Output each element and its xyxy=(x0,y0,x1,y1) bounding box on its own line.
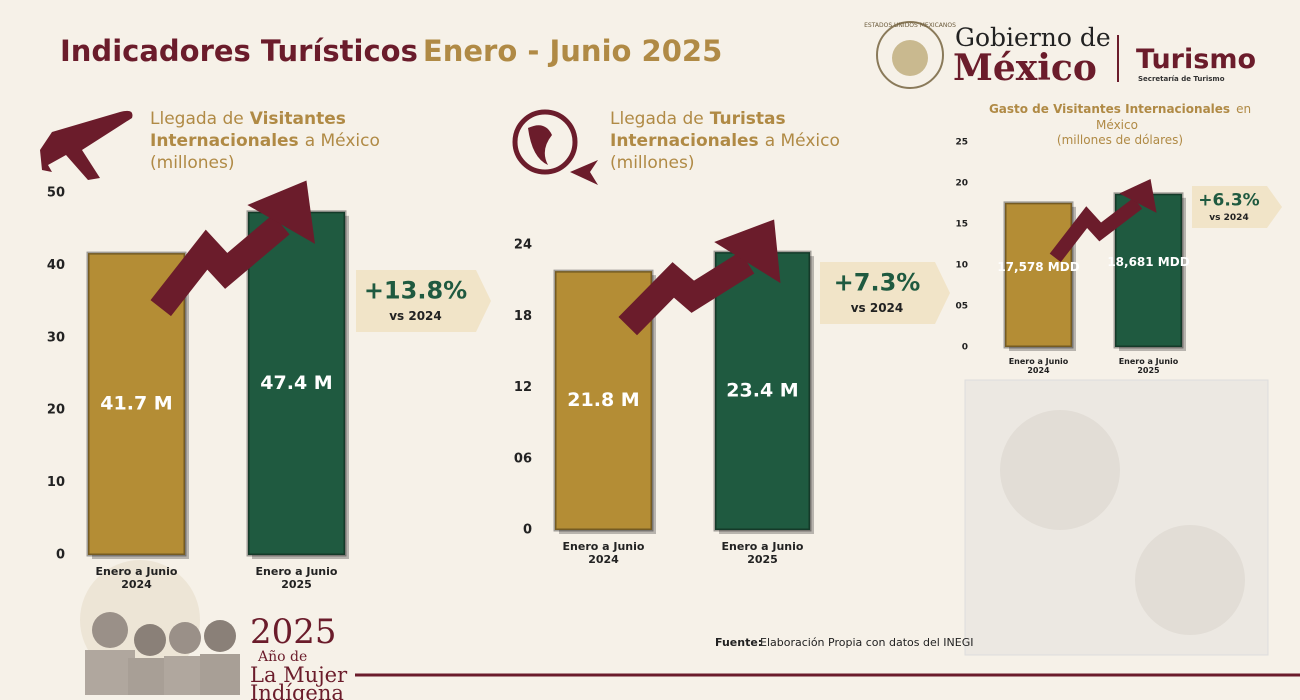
title-main: Indicadores Turísticos xyxy=(60,34,418,68)
change-note: vs 2024 xyxy=(851,301,904,315)
pattern-decor xyxy=(1135,525,1245,635)
y-tick-label: 20 xyxy=(47,403,65,418)
bar xyxy=(713,250,812,532)
footer-line1: Año de xyxy=(257,649,307,665)
y-tick-label: 25 xyxy=(955,138,968,148)
change-value: +13.8% xyxy=(364,277,467,305)
y-tick-label: 10 xyxy=(47,475,65,490)
trend-arrow xyxy=(150,214,290,317)
y-tick-label: 0 xyxy=(523,523,532,538)
women-illustration xyxy=(85,612,240,695)
chart-title-part: Turistas Internacionales xyxy=(610,109,786,152)
logo-agency-sub: Secretaría de Turismo xyxy=(1138,75,1225,83)
y-tick-label: 30 xyxy=(47,330,65,345)
chart-title: Gasto de Visitantes Internacionales en Mé… xyxy=(965,102,1275,149)
value-label: 18,681 MDD xyxy=(1107,255,1189,269)
source-text: Elaboración Propia con datos del INEGI xyxy=(760,636,974,649)
source-label: Fuente: xyxy=(715,636,762,649)
y-tick-label: 12 xyxy=(514,380,532,395)
trend-arrow-head xyxy=(714,219,781,284)
logo-line2: México xyxy=(953,47,1097,89)
y-tick-label: 24 xyxy=(514,238,532,253)
page-title: Indicadores Turísticos Enero - Junio 202… xyxy=(60,34,722,69)
value-label: 21.8 M xyxy=(567,389,639,411)
x-tick-label: Enero a Junio 2025 xyxy=(721,540,804,566)
pattern-decor xyxy=(1000,410,1120,530)
y-tick-label: 50 xyxy=(47,186,65,201)
footer-line2: La Mujer xyxy=(250,663,348,687)
chart-title-part: en México xyxy=(1096,102,1252,132)
x-tick-label: Enero a Junio 2025 xyxy=(255,565,338,591)
y-tick-label: 10 xyxy=(955,261,968,271)
bar xyxy=(1003,201,1074,349)
chart-title-part: Gasto de Visitantes Internacionales xyxy=(988,102,1231,116)
globe-land xyxy=(528,125,552,165)
chart-title-part: Llegada de xyxy=(150,109,244,129)
globe-plane xyxy=(570,160,598,185)
x-tick-label: Enero a Junio 2024 xyxy=(1008,357,1069,375)
y-tick-label: 40 xyxy=(47,258,65,273)
y-tick-label: 20 xyxy=(955,179,968,189)
title-period: Enero - Junio 2025 xyxy=(422,34,723,68)
trend-arrow xyxy=(618,251,755,336)
chart-unit: (millones) xyxy=(610,153,695,174)
change-badge xyxy=(356,270,491,332)
chart-title-part: a México xyxy=(304,131,380,152)
chart-title-part: Llegada de xyxy=(610,109,704,129)
plane-icon xyxy=(40,110,133,180)
logo-agency: Turismo xyxy=(1136,44,1256,75)
x-tick-label: Enero a Junio 2024 xyxy=(562,540,645,566)
value-label: 41.7 M xyxy=(100,393,172,415)
value-label: 47.4 M xyxy=(260,372,332,394)
y-tick-label: 18 xyxy=(514,309,532,324)
y-tick-label: 15 xyxy=(955,220,968,230)
trend-arrow-head xyxy=(247,180,315,244)
chart-unit: (millones) xyxy=(150,153,235,174)
change-badge xyxy=(1192,186,1282,228)
seal-text: ESTADOS UNIDOS MEXICANOS xyxy=(864,22,956,29)
y-tick-label: 0 xyxy=(56,548,65,563)
y-tick-label: 0 xyxy=(962,343,968,353)
change-value: +6.3% xyxy=(1198,191,1259,211)
logo-line1: Gobierno de xyxy=(955,23,1111,52)
chart-title-part: a México xyxy=(764,131,840,152)
seal-center xyxy=(892,40,928,76)
x-tick-label: Enero a Junio 2024 xyxy=(95,565,178,591)
value-label: 23.4 M xyxy=(726,380,798,402)
footer-line3: Indígena xyxy=(250,681,344,700)
y-tick-label: 05 xyxy=(955,302,968,312)
chart-title: Llegada de Visitantes Internacionales a Mé… xyxy=(150,108,400,174)
footer-year: 2025 xyxy=(250,612,337,652)
chart-title-part: Visitantes Internacionales xyxy=(150,109,346,152)
globe-icon xyxy=(512,109,578,175)
seal xyxy=(876,21,944,89)
y-tick-label: 06 xyxy=(514,451,532,466)
value-label: 17,578 MDD xyxy=(997,260,1079,274)
change-note: vs 2024 xyxy=(1209,213,1248,223)
chart-unit: (millones de dólares) xyxy=(1056,133,1184,148)
change-value: +7.3% xyxy=(834,269,921,297)
chart-title: Llegada de Turistas Internacionales a Méxi… xyxy=(610,108,860,174)
change-note: vs 2024 xyxy=(389,309,442,323)
trend-arrow-head xyxy=(1119,178,1157,213)
x-tick-label: Enero a Junio 2025 xyxy=(1118,357,1179,375)
change-badge xyxy=(820,262,950,324)
trend-arrow xyxy=(1049,197,1143,263)
bar xyxy=(246,210,347,557)
